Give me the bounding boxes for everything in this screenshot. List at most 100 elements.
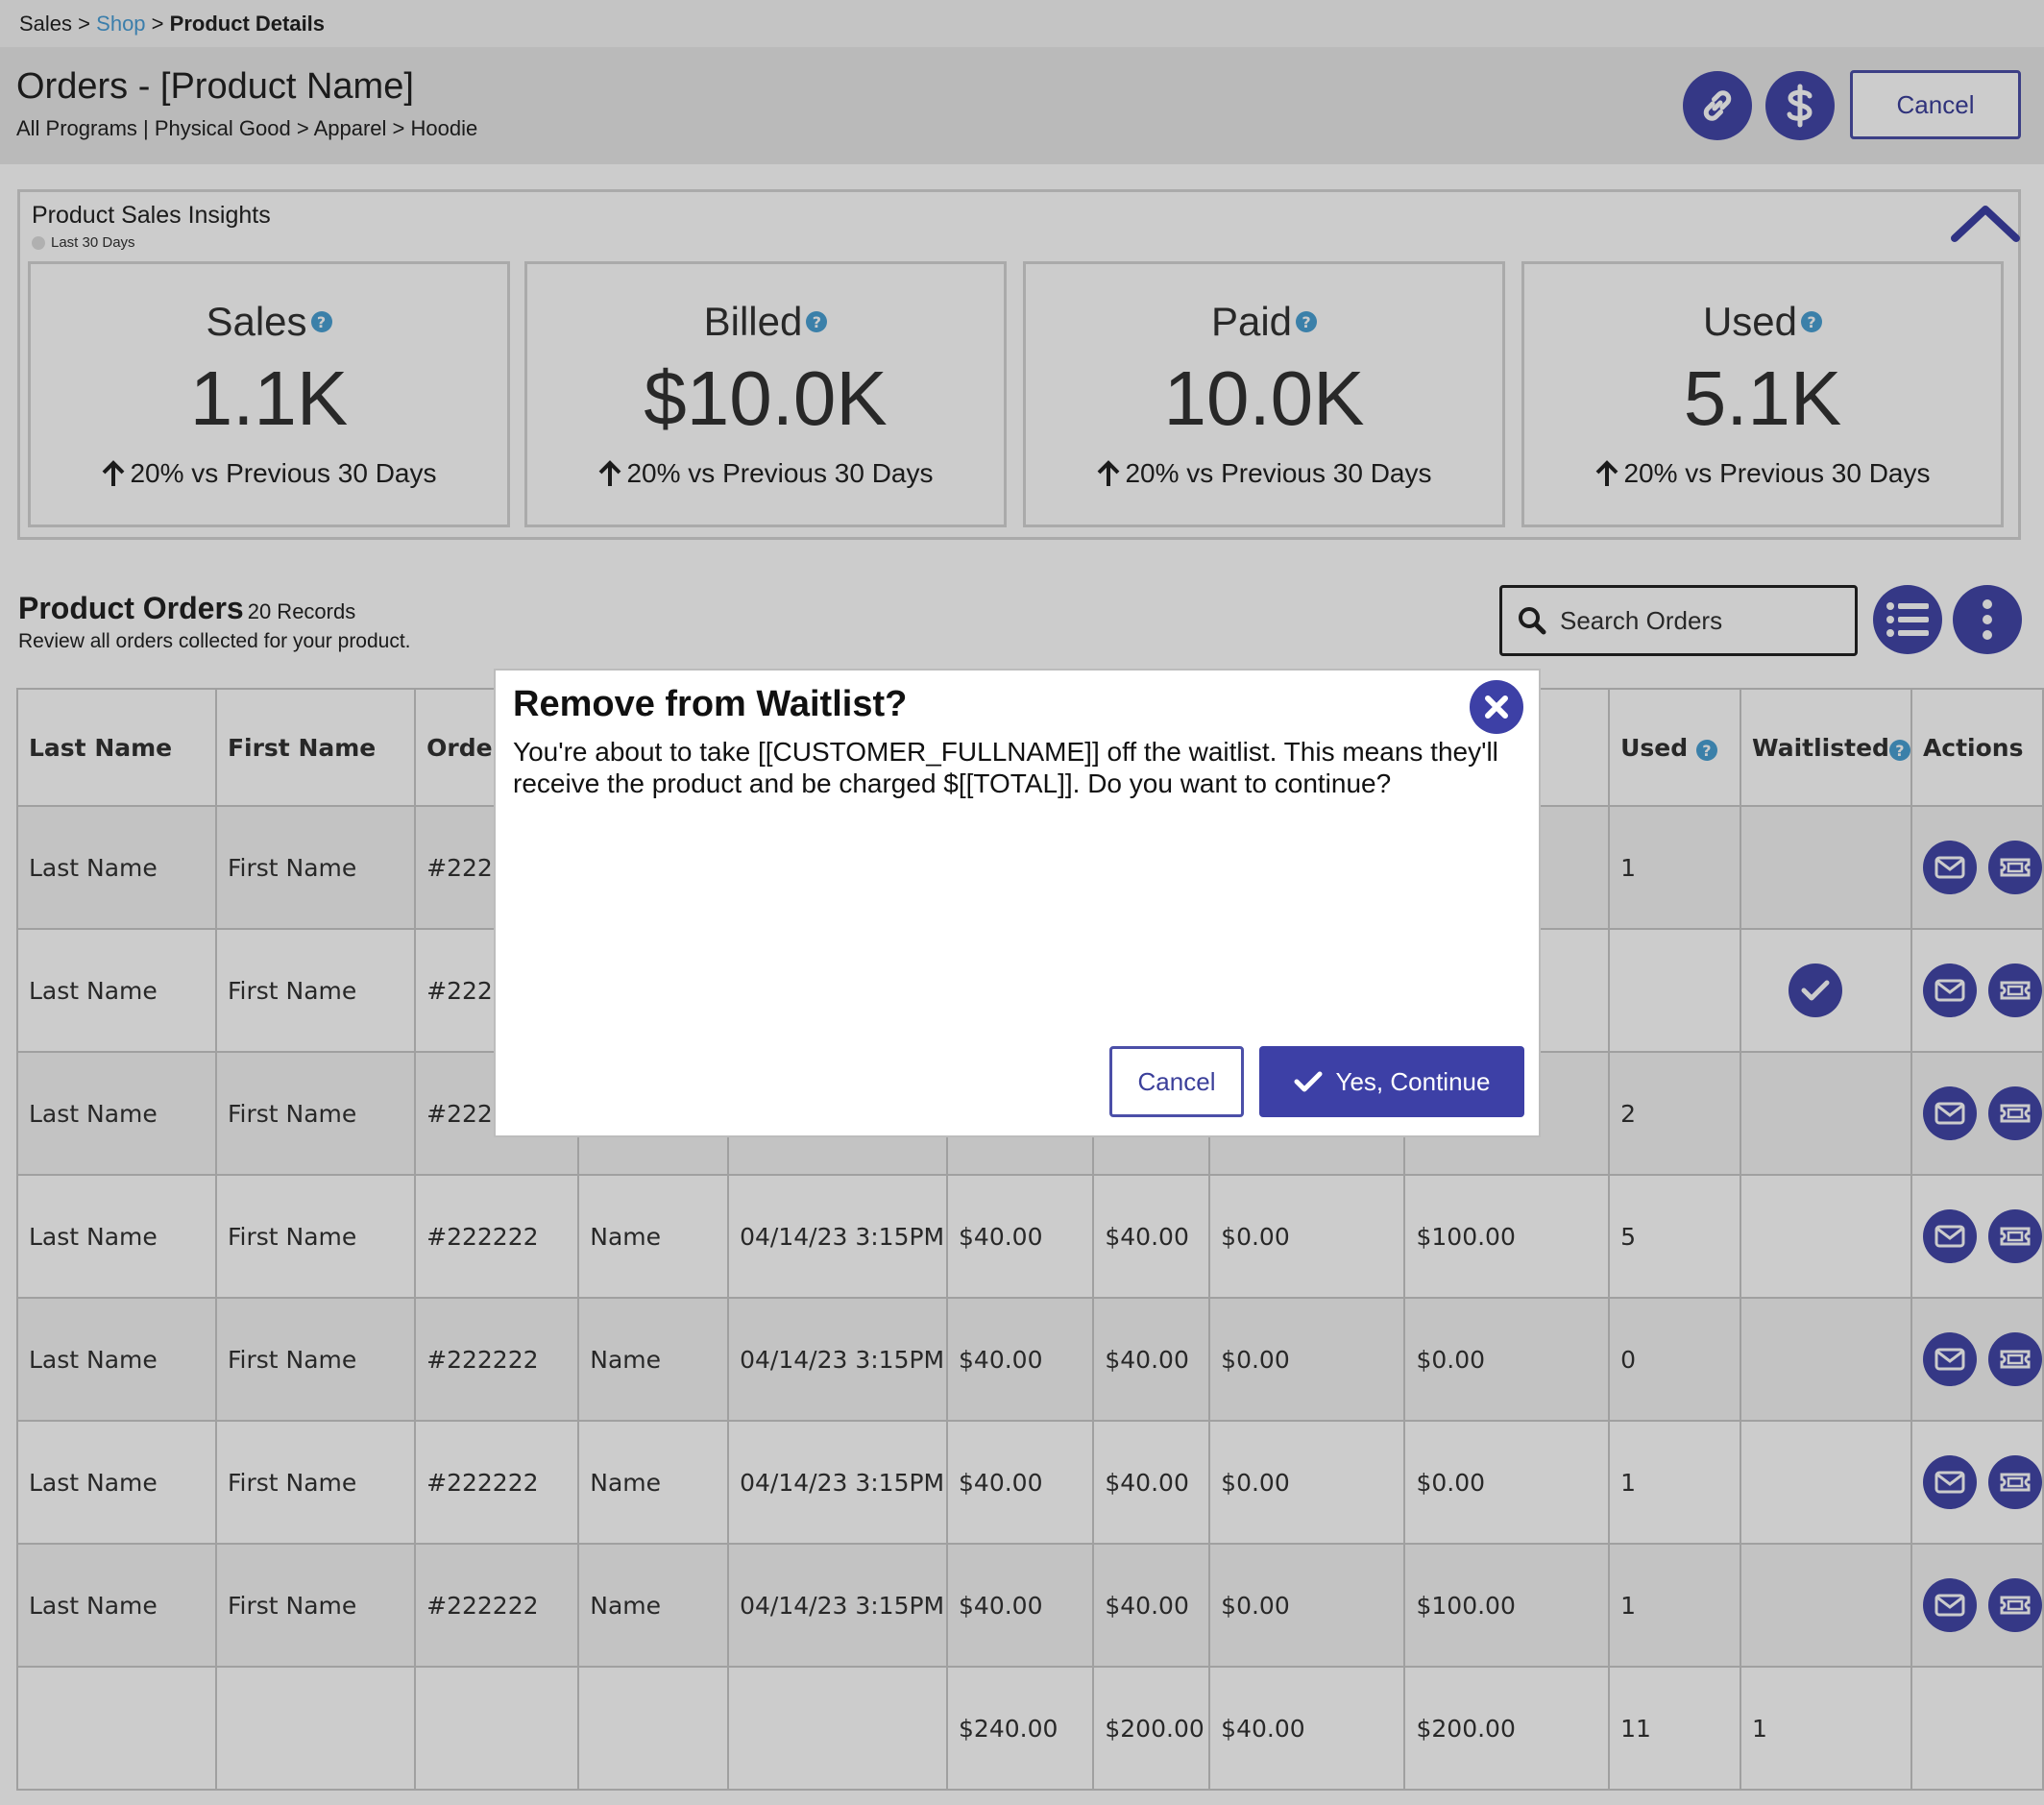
table-cell: #222222 <box>414 1543 580 1668</box>
page-subtitle: All Programs | Physical Good > Apparel >… <box>16 116 478 140</box>
email-button[interactable] <box>1922 1209 1977 1263</box>
table-row[interactable]: Last Name First Name #222222 Name 04/14/23 3… <box>16 1420 2044 1545</box>
stat-value: $10.0K <box>644 355 888 441</box>
stat-card-used: Used? 5.1K 20% vs Previous 30 Days <box>1521 261 2004 527</box>
help-icon[interactable]: ? <box>1888 740 1910 761</box>
close-dialog-button[interactable] <box>1470 680 1523 734</box>
ticket-button[interactable] <box>1987 1455 2041 1509</box>
table-cell: $40.00 <box>1092 1174 1211 1299</box>
table-cell: First Name <box>214 928 417 1053</box>
table-cell: $40.00 <box>946 1420 1095 1545</box>
orders-subtitle: Review all orders collected for your pro… <box>18 630 411 652</box>
table-cell: $0.00 <box>1403 1297 1611 1422</box>
arrow-up-icon <box>1596 460 1618 486</box>
email-button[interactable] <box>1922 1086 1977 1140</box>
search-input[interactable] <box>1560 605 1848 636</box>
stat-label: Paid <box>1210 299 1293 344</box>
email-button[interactable] <box>1922 1578 1977 1632</box>
email-button[interactable] <box>1922 841 1977 894</box>
dollar-icon <box>1787 84 1813 128</box>
insights-period: Last 30 Days <box>32 234 135 251</box>
table-cell: #222222 <box>414 1297 580 1422</box>
checkmark-icon <box>1801 980 1830 1001</box>
column-header-used[interactable]: Used ? <box>1608 688 1742 807</box>
email-button[interactable] <box>1922 1332 1977 1386</box>
breadcrumb-shop-link[interactable]: Shop <box>96 12 146 36</box>
table-cell: Last Name <box>16 928 217 1053</box>
table-row[interactable]: Last Name First Name #222222 Name 04/14/23 3… <box>16 1297 2044 1422</box>
list-view-button[interactable] <box>1873 585 1942 654</box>
actions-cell <box>1910 928 2044 1053</box>
help-icon[interactable]: ? <box>806 311 828 332</box>
table-cell <box>1740 1297 1912 1422</box>
ticket-icon <box>2000 1596 2031 1615</box>
table-cell: Name <box>577 1420 730 1545</box>
remove-waitlist-dialog: Remove from Waitlist? You're about to ta… <box>494 669 1541 1137</box>
ticket-button[interactable] <box>1987 1209 2041 1263</box>
actions-cell <box>1910 1051 2044 1176</box>
page-header: Orders - [Product Name] All Programs | P… <box>0 47 2044 164</box>
dialog-confirm-button[interactable]: Yes, Continue <box>1259 1046 1524 1117</box>
dialog-message: You're about to take [[CUSTOMER_FULLNAME… <box>513 737 1498 798</box>
table-cell: $0.00 <box>1208 1297 1406 1422</box>
table-cell: First Name <box>214 1420 417 1545</box>
ticket-button[interactable] <box>1987 841 2041 894</box>
waitlisted-toggle[interactable] <box>1788 963 1843 1017</box>
table-cell: First Name <box>214 1051 417 1176</box>
total-cell <box>16 1666 217 1791</box>
help-icon[interactable]: ? <box>1695 740 1717 761</box>
more-options-button[interactable] <box>1953 585 2022 654</box>
column-header[interactable]: First Name <box>214 688 417 807</box>
help-icon[interactable]: ? <box>310 311 332 332</box>
breadcrumb-sales[interactable]: Sales <box>19 12 73 36</box>
table-row[interactable]: Last Name First Name #222222 Name 04/14/23 3… <box>16 1543 2044 1668</box>
header-cancel-button[interactable]: Cancel <box>1850 70 2021 139</box>
search-box <box>1499 585 1858 656</box>
table-cell <box>1740 1543 1912 1668</box>
help-icon[interactable]: ? <box>1801 311 1823 332</box>
total-cell: 1 <box>1740 1666 1912 1791</box>
total-cell <box>414 1666 580 1791</box>
stat-value: 5.1K <box>1683 355 1842 441</box>
breadcrumb-current: Product Details <box>169 12 326 36</box>
table-cell: First Name <box>214 805 417 930</box>
total-cell: $240.00 <box>946 1666 1095 1791</box>
column-header-label: Used <box>1620 733 1689 762</box>
search-icon <box>1519 607 1546 635</box>
column-header[interactable]: Last Name <box>16 688 217 807</box>
table-cell: 1 <box>1608 1543 1742 1668</box>
collapse-insights-button[interactable] <box>1947 200 2024 246</box>
ticket-icon <box>2000 1473 2031 1492</box>
totals-row: $240.00 $200.00 $40.00 $200.00 11 1 <box>16 1666 2044 1791</box>
table-cell: Name <box>577 1543 730 1668</box>
help-icon[interactable]: ? <box>1296 311 1318 332</box>
total-cell: $200.00 <box>1092 1666 1211 1791</box>
page-title: Orders - [Product Name] <box>16 66 414 107</box>
email-button[interactable] <box>1922 963 1977 1017</box>
table-cell <box>1740 805 1912 930</box>
breadcrumb-separator: > <box>78 12 91 36</box>
email-icon <box>1934 1594 1965 1617</box>
ticket-button[interactable] <box>1987 1578 2041 1632</box>
table-cell: Last Name <box>16 1297 217 1422</box>
table-cell: 1 <box>1608 805 1742 930</box>
table-cell: $100.00 <box>1403 1543 1611 1668</box>
ticket-button[interactable] <box>1987 1086 2041 1140</box>
ticket-button[interactable] <box>1987 1332 2041 1386</box>
period-dot-icon <box>32 235 45 250</box>
table-cell: 04/14/23 3:15PM <box>727 1543 949 1668</box>
table-row[interactable]: Last Name First Name #222222 Name 04/14/23 3… <box>16 1174 2044 1299</box>
arrow-up-icon <box>599 460 621 486</box>
list-icon <box>1886 602 1929 637</box>
table-cell: 0 <box>1608 1297 1742 1422</box>
dialog-cancel-button[interactable]: Cancel <box>1109 1046 1244 1117</box>
pricing-button[interactable] <box>1765 71 1835 140</box>
ticket-button[interactable] <box>1987 963 2041 1017</box>
copy-link-button[interactable] <box>1683 71 1752 140</box>
checkmark-icon <box>1294 1071 1323 1092</box>
table-cell: Last Name <box>16 1543 217 1668</box>
orders-title: Product Orders 20 Records <box>18 591 355 626</box>
email-button[interactable] <box>1922 1455 1977 1509</box>
table-cell <box>1740 1174 1912 1299</box>
column-header-waitlisted[interactable]: Waitlisted? <box>1740 688 1912 807</box>
